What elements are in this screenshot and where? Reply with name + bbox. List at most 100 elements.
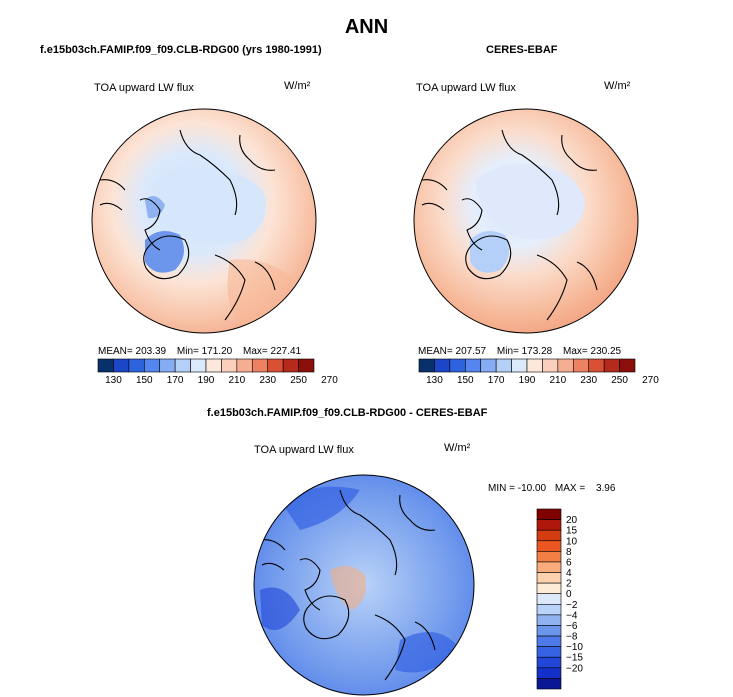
left-colorbar-box [298, 358, 315, 373]
diff-colorbar-tick: 15 [566, 526, 578, 537]
left-colorbar-tick: 130 [105, 375, 122, 386]
left-map-border [91, 108, 317, 334]
left-colorbar-tick: 190 [198, 375, 215, 386]
left-units-label: W/m² [284, 80, 311, 92]
diff-colorbar-box [536, 519, 562, 531]
right-colorbar-box [418, 358, 435, 373]
right-min-value: 173.28 [521, 346, 553, 357]
right-colorbar-box [557, 358, 574, 373]
right-variable-label: TOA upward LW flux [416, 82, 516, 94]
diff-units-label: W/m² [444, 442, 471, 454]
right-colorbar-box [542, 358, 559, 373]
diff-colorbar-box [536, 561, 562, 573]
diff-panel-subtitle: f.e15b03ch.FAMIP.f09_f09.CLB-RDG00 - CER… [207, 407, 488, 419]
right-map-border [413, 108, 639, 334]
left-stats: MEAN= 203.39 Min= 171.20 Max= 227.41 [98, 346, 301, 357]
left-colorbar-box [190, 358, 207, 373]
diff-colorbar-box [536, 656, 562, 669]
diff-colorbar-box [536, 540, 562, 552]
diff-colorbar-box [536, 593, 562, 605]
left-max-value: 227.41 [270, 346, 302, 357]
left-mean-label: MEAN= [98, 346, 133, 357]
right-max-label: Max= [563, 346, 588, 357]
left-map [91, 108, 317, 334]
diff-map [253, 474, 475, 696]
diff-colorbar-tick: −4 [566, 610, 578, 621]
diff-colorbar-box [536, 572, 562, 584]
diff-colorbar-box [536, 635, 562, 647]
right-colorbar-tick: 230 [580, 375, 597, 386]
diff-colorbar-tick: 20 [566, 515, 578, 526]
diff-min-value: -10.00 [517, 483, 547, 494]
diff-colorbar-tick: 10 [566, 536, 578, 547]
right-greenland-low [470, 231, 509, 273]
right-map [413, 108, 639, 334]
left-colorbar-box [267, 358, 284, 373]
diff-colorbar-tick: −15 [566, 653, 583, 664]
diff-colorbar-tick: −20 [566, 663, 583, 674]
left-colorbar-tick: 170 [167, 375, 184, 386]
right-colorbar-tick: 150 [457, 375, 474, 386]
diff-negative-patch-1 [280, 486, 360, 530]
diff-colorbar-tick: −2 [566, 600, 578, 611]
right-colorbar-box [619, 358, 636, 373]
right-colorbar-box [603, 358, 620, 373]
right-colorbar-tick: 190 [519, 375, 536, 386]
left-min-label: Min= [176, 346, 199, 357]
right-mean-label: MEAN= [418, 346, 453, 357]
left-panel-subtitle: f.e15b03ch.FAMIP.f09_f09.CLB-RDG00 (yrs … [40, 44, 322, 56]
right-colorbar-box [588, 358, 605, 373]
left-colorbar-box [174, 358, 191, 373]
right-colorbar-box [511, 358, 528, 373]
diff-colorbar-box [536, 603, 562, 616]
right-colorbar-box [434, 358, 451, 373]
figure-title: ANN [344, 16, 389, 38]
right-min-label: Min= [496, 346, 519, 357]
right-arctic-low [475, 164, 585, 240]
diff-colorbar-box [536, 646, 562, 658]
diff-colorbar-tick: 4 [566, 568, 572, 579]
left-colorbar: 130 150 170 190 210 230 250 270 [97, 358, 338, 386]
diff-colorbar-tick: −8 [566, 632, 578, 643]
left-colorbar-box [113, 358, 130, 373]
diff-colorbar-tick: 6 [566, 557, 572, 568]
diff-coastlines [259, 489, 436, 681]
diff-variable-label: TOA upward LW flux [254, 444, 354, 456]
left-colorbar-tick: 210 [229, 375, 246, 386]
left-colorbar-box [143, 358, 161, 373]
right-units-label: W/m² [604, 80, 631, 92]
left-colorbar-box [159, 358, 176, 373]
diff-stats: MIN = -10.00 MAX = 3.96 [488, 483, 615, 494]
diff-colorbar-box [536, 508, 562, 520]
diff-colorbar-box [536, 667, 562, 679]
left-colorbar-tick: 230 [259, 375, 276, 386]
diff-colorbar-box [536, 551, 562, 563]
diff-negative-patch-3 [260, 587, 300, 630]
left-mean-value: 203.39 [135, 346, 167, 357]
diff-map-border [253, 474, 475, 696]
left-arctic-low [150, 169, 266, 244]
right-stats: MEAN= 207.57 Min= 173.28 Max= 230.25 [418, 346, 621, 357]
left-max-label: Max= [243, 346, 268, 357]
diff-colorbar-tick: 2 [566, 579, 572, 590]
right-colorbar-tick: 250 [611, 375, 628, 386]
right-colorbar-box [480, 358, 497, 373]
right-colorbar-tick: 210 [550, 375, 567, 386]
right-colorbar-box [449, 358, 466, 373]
left-colorbar-box [236, 358, 253, 373]
diff-colorbar-box [536, 614, 562, 626]
right-colorbar: 130 150 170 190 210 230 250 270 [418, 358, 659, 386]
diff-colorbar-tick: 8 [566, 547, 572, 558]
right-colorbar-tick: 170 [488, 375, 505, 386]
left-colorbar-box [128, 358, 145, 373]
diff-positive-patch [330, 566, 367, 610]
right-max-value: 230.25 [590, 346, 622, 357]
diff-max-value: 3.96 [595, 483, 616, 494]
diff-colorbar-box [536, 625, 562, 637]
left-variable-label: TOA upward LW flux [94, 82, 194, 94]
diff-colorbar-tick: −10 [566, 642, 583, 653]
right-colorbar-box [526, 358, 543, 373]
diff-colorbar-tick: 0 [566, 589, 572, 600]
